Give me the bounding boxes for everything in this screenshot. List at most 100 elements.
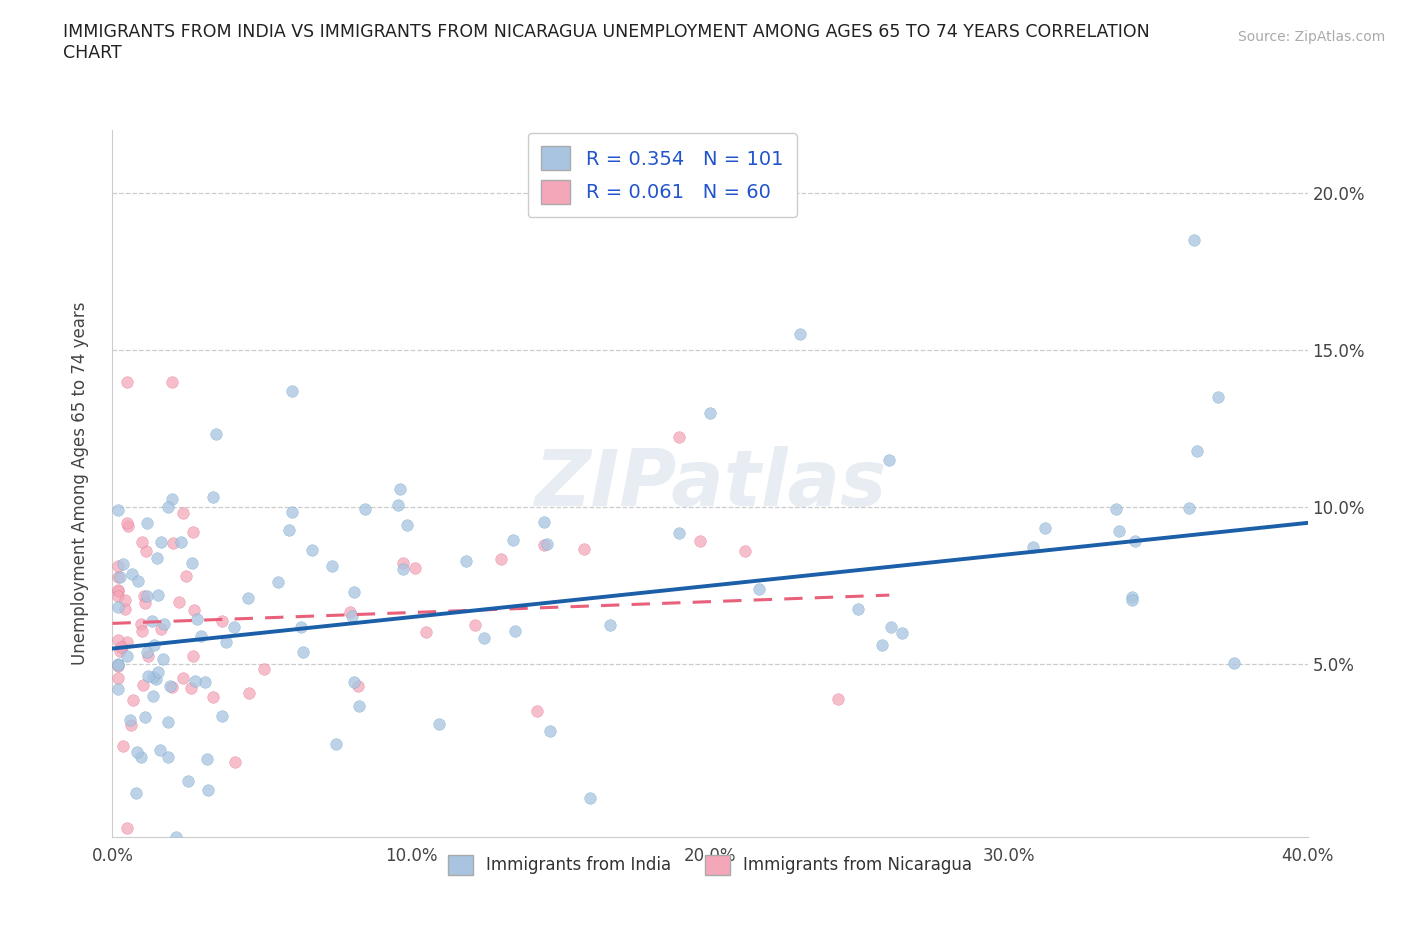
Point bbox=[181, 525, 204, 539]
Point bbox=[108, 570, 131, 585]
Point bbox=[181, 648, 204, 663]
Point bbox=[134, 710, 156, 724]
Point bbox=[415, 624, 437, 639]
Point bbox=[107, 632, 129, 647]
Point bbox=[162, 535, 184, 550]
Point bbox=[454, 553, 477, 568]
Point bbox=[127, 574, 149, 589]
Point bbox=[136, 589, 159, 604]
Point bbox=[699, 405, 721, 420]
Point bbox=[141, 613, 163, 628]
Point bbox=[734, 544, 756, 559]
Point bbox=[748, 581, 770, 596]
Point bbox=[301, 542, 323, 557]
Point bbox=[131, 623, 153, 638]
Point bbox=[538, 724, 561, 738]
Point bbox=[238, 591, 260, 605]
Point bbox=[117, 648, 139, 663]
Point bbox=[1123, 533, 1146, 548]
Point bbox=[526, 703, 548, 718]
Point bbox=[114, 593, 136, 608]
Point bbox=[197, 783, 219, 798]
Point bbox=[146, 551, 169, 565]
Point bbox=[125, 745, 148, 760]
Point bbox=[238, 685, 260, 700]
Point bbox=[1108, 524, 1130, 538]
Point bbox=[111, 640, 134, 655]
Point bbox=[107, 658, 129, 673]
Point bbox=[290, 619, 312, 634]
Point bbox=[117, 634, 139, 649]
Point bbox=[107, 582, 129, 597]
Point bbox=[505, 623, 527, 638]
Point bbox=[145, 671, 167, 686]
Point bbox=[152, 651, 174, 666]
Point bbox=[211, 709, 233, 724]
Point bbox=[214, 635, 236, 650]
Point bbox=[340, 608, 363, 623]
Y-axis label: Unemployment Among Ages 65 to 74 years: Unemployment Among Ages 65 to 74 years bbox=[70, 302, 89, 665]
Point bbox=[202, 489, 225, 504]
Point bbox=[107, 502, 129, 517]
Point bbox=[599, 618, 621, 632]
Point bbox=[156, 499, 179, 514]
Point bbox=[149, 742, 172, 757]
Point bbox=[339, 604, 361, 619]
Point bbox=[489, 551, 512, 566]
Point bbox=[186, 611, 208, 626]
Point bbox=[343, 674, 366, 689]
Point bbox=[267, 575, 290, 590]
Point bbox=[160, 680, 183, 695]
Point bbox=[132, 678, 155, 693]
Point bbox=[156, 750, 179, 764]
Point bbox=[150, 621, 173, 636]
Point bbox=[125, 785, 148, 800]
Point bbox=[162, 374, 183, 389]
Point bbox=[224, 619, 246, 634]
Point bbox=[165, 830, 187, 844]
Point bbox=[194, 674, 217, 689]
Point bbox=[117, 519, 139, 534]
Point bbox=[107, 570, 129, 585]
Point bbox=[395, 518, 418, 533]
Point bbox=[107, 671, 129, 685]
Point bbox=[224, 754, 246, 769]
Point bbox=[122, 692, 145, 707]
Point bbox=[827, 692, 849, 707]
Point bbox=[789, 327, 811, 342]
Point bbox=[107, 583, 129, 598]
Point bbox=[107, 658, 129, 672]
Point bbox=[464, 618, 486, 633]
Point bbox=[146, 665, 169, 680]
Point bbox=[347, 698, 370, 713]
Point bbox=[149, 535, 172, 550]
Point bbox=[1121, 590, 1143, 604]
Point bbox=[117, 515, 139, 530]
Point bbox=[135, 543, 157, 558]
Point bbox=[1185, 444, 1208, 458]
Point bbox=[117, 820, 139, 835]
Point bbox=[389, 482, 412, 497]
Point bbox=[846, 601, 869, 616]
Point bbox=[387, 498, 409, 512]
Point bbox=[1223, 656, 1246, 671]
Point bbox=[132, 588, 155, 603]
Point bbox=[136, 644, 159, 659]
Point bbox=[321, 559, 343, 574]
Point bbox=[120, 717, 142, 732]
Point bbox=[181, 555, 204, 570]
Point bbox=[281, 505, 304, 520]
Point bbox=[120, 712, 142, 727]
Point bbox=[278, 523, 301, 538]
Point bbox=[533, 538, 555, 552]
Point bbox=[159, 679, 181, 694]
Point bbox=[1121, 592, 1143, 607]
Point bbox=[211, 613, 233, 628]
Point bbox=[107, 682, 129, 697]
Point bbox=[153, 617, 176, 631]
Point bbox=[184, 673, 207, 688]
Point bbox=[107, 589, 129, 604]
Point bbox=[180, 681, 202, 696]
Point bbox=[136, 649, 159, 664]
Point bbox=[135, 515, 157, 530]
